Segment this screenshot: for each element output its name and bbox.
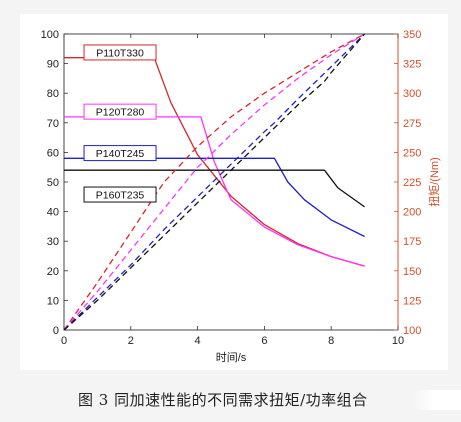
legend-label-P110T330: P110T330 <box>96 47 144 59</box>
series-line-P120T280-power <box>63 33 365 331</box>
y-left-tick-label: 30 <box>47 236 59 248</box>
x-tick-label: 0 <box>61 335 67 347</box>
figure-caption: 图 3 同加速性能的不同需求扭矩/功率组合 <box>78 391 368 409</box>
x-tick-label: 10 <box>392 335 404 347</box>
x-tick-label: 2 <box>128 335 134 347</box>
y-left-tick-label: 70 <box>47 118 59 130</box>
plot-panel: 0 2 4 6 8 10 0 10 20 30 40 50 60 70 80 90 100 100 125 150 17… <box>20 14 448 370</box>
y-right-tick-label: 275 <box>403 118 421 130</box>
y-right-tick-label: 175 <box>403 236 421 248</box>
legend-box-P160T235 <box>83 186 157 203</box>
legend-box-P140T245 <box>83 145 157 162</box>
y-right-tick-label: 350 <box>403 29 421 41</box>
y-left-tick-label: 50 <box>47 177 59 189</box>
y-right-tick-label: 325 <box>403 59 421 71</box>
y-right-tick-label: 225 <box>403 177 421 189</box>
x-tick-label: 4 <box>195 335 201 347</box>
series-line-P140T245-power <box>63 33 366 331</box>
y-right-tick-label: 300 <box>403 88 421 100</box>
legend-label-P140T245: P140T245 <box>96 148 145 160</box>
series-line-P160T235-torque <box>64 169 365 208</box>
watermark-overlay <box>413 390 461 410</box>
series-line-P160T235-power <box>63 33 366 331</box>
y-right-tick-label: 250 <box>403 147 421 159</box>
torque-power-chart: 0 2 4 6 8 10010203040506070809010010012515017… <box>41 29 441 364</box>
y-left-tick-label: 0 <box>53 325 59 337</box>
y-left-tick-label: 40 <box>47 207 59 219</box>
y-left-tick-label: 80 <box>47 88 59 100</box>
x-axis-label: 时间/s <box>216 351 247 364</box>
legend-box-P120T280 <box>83 103 157 120</box>
legend-label-P120T280: P120T280 <box>96 107 145 119</box>
y-left-tick-label: 100 <box>41 29 59 41</box>
y-left-tick-label: 60 <box>47 147 59 159</box>
plot-frame <box>63 33 399 331</box>
y-right-tick-label: 100 <box>403 325 421 337</box>
legend-box-P110T330 <box>83 44 157 61</box>
x-tick-label: 8 <box>328 335 334 347</box>
y-left-tick-label: 20 <box>47 266 59 278</box>
legend-label-P160T235: P160T235 <box>96 190 145 202</box>
series-line-P110T330-power <box>63 33 365 331</box>
y-right-tick-label: 125 <box>403 295 421 307</box>
y-left-tick-label: 10 <box>47 295 59 307</box>
y-right-tick-label: 150 <box>403 266 421 278</box>
series-line-P140T245-torque <box>64 157 365 238</box>
y-right-axis-label: 扭矩/(Nm) <box>427 157 441 207</box>
y-left-tick-label: 90 <box>47 59 59 71</box>
series-line-P120T280-torque <box>64 116 365 267</box>
y-right-tick-label: 200 <box>403 207 421 219</box>
x-tick-label: 6 <box>261 335 267 347</box>
